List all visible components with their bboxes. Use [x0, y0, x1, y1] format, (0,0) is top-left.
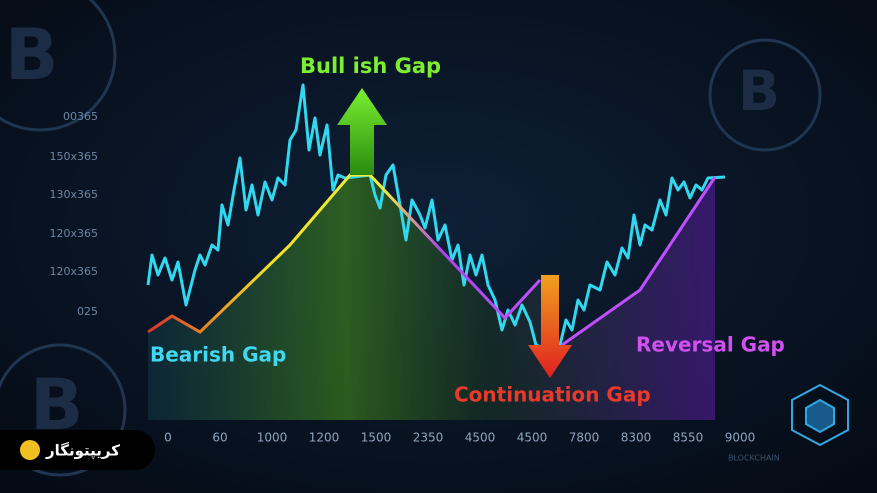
bear-arrow	[528, 275, 572, 378]
reversal-line	[561, 176, 717, 347]
price-line	[146, 83, 726, 352]
y-tick-label: 025	[77, 305, 98, 318]
y-tick-label: 150x365	[49, 150, 98, 163]
y-tick-label: 00365	[63, 110, 98, 123]
x-tick-label: 2350	[413, 431, 444, 445]
y-tick-label: 130x365	[49, 188, 98, 201]
x-tick-label: 9000	[725, 431, 756, 445]
x-tick-label: 8550	[673, 431, 704, 445]
watermark: BLOCKCHAIN	[728, 454, 780, 463]
continuation-label: Continuation Gap	[454, 383, 651, 407]
y-tick-label: 120x365	[49, 227, 98, 240]
reversal-label: Reversal Gap	[636, 333, 785, 357]
y-tick-label: 120x365	[49, 265, 98, 278]
x-tick-label: 1000	[257, 431, 288, 445]
x-tick-label: 8300	[621, 431, 652, 445]
bullish-label: Bull ish Gap	[300, 54, 441, 78]
logo-text: کریپتونگار	[45, 442, 120, 461]
bull-arrow	[337, 88, 387, 175]
x-tick-label: 60	[212, 431, 227, 445]
trend-line	[147, 173, 542, 334]
x-tick-label: 1500	[361, 431, 392, 445]
x-tick-label: 0	[164, 431, 172, 445]
x-tick-label: 4500	[517, 431, 548, 445]
x-tick-label: 1200	[309, 431, 340, 445]
x-tick-label: 7800	[569, 431, 600, 445]
gap-area	[148, 175, 715, 420]
coin-decor	[0, 0, 822, 477]
svg-text:B: B	[5, 14, 58, 96]
svg-text:B: B	[738, 59, 780, 123]
bearish-label: Bearish Gap	[150, 343, 286, 367]
logo-icon	[20, 440, 40, 460]
logo-badge	[0, 430, 155, 470]
x-tick-label: 4500	[465, 431, 496, 445]
blockchain-icon	[791, 383, 849, 447]
